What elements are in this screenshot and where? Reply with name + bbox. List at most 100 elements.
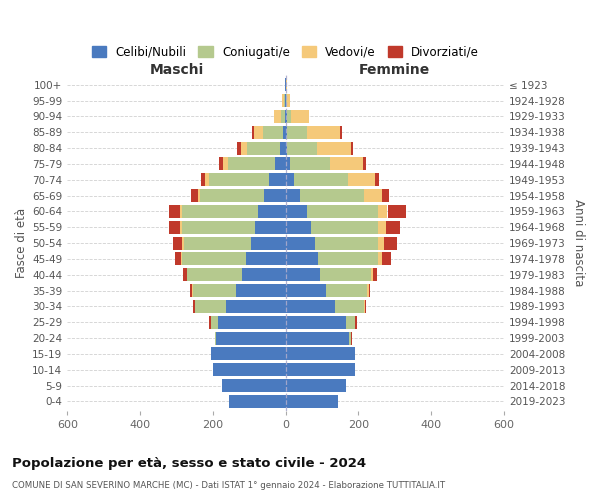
Bar (287, 126, 307, 139)
Bar (286, 158, 290, 170)
Bar (205, 174, 209, 186)
Bar (348, 174, 376, 186)
Y-axis label: Anni di nascita: Anni di nascita (572, 200, 585, 287)
Legend: Celibi/Nubili, Coniugati/e, Vedovi/e, Divorziati/e: Celibi/Nubili, Coniugati/e, Vedovi/e, Di… (87, 41, 484, 64)
Bar (245, 252, 286, 266)
Bar (284, 94, 285, 107)
Bar (264, 189, 286, 202)
Bar (286, 78, 287, 92)
Bar (182, 221, 254, 234)
Bar (254, 126, 263, 139)
Bar (286, 252, 319, 266)
Bar (223, 158, 228, 170)
Bar (237, 142, 241, 154)
Bar (330, 158, 363, 170)
Bar (180, 221, 182, 234)
Bar (226, 300, 286, 313)
Bar (286, 395, 338, 408)
Text: Femmine: Femmine (359, 63, 430, 77)
Bar (311, 221, 379, 234)
Bar (182, 236, 184, 250)
Bar (386, 221, 400, 234)
Bar (286, 221, 311, 234)
Bar (349, 332, 351, 344)
Bar (376, 174, 379, 186)
Bar (286, 110, 287, 123)
Bar (286, 379, 346, 392)
Bar (251, 236, 286, 250)
Bar (286, 300, 335, 313)
Bar (219, 158, 223, 170)
Bar (194, 300, 226, 313)
Bar (307, 126, 340, 139)
Bar (379, 252, 382, 266)
Bar (169, 205, 180, 218)
Bar (300, 189, 364, 202)
Bar (193, 284, 236, 297)
Bar (169, 221, 180, 234)
Bar (351, 142, 353, 154)
Bar (184, 236, 251, 250)
Bar (290, 158, 330, 170)
Bar (379, 205, 388, 218)
Bar (211, 316, 218, 329)
Bar (187, 268, 242, 281)
Bar (382, 252, 391, 266)
Bar (286, 189, 300, 202)
Bar (293, 174, 348, 186)
Bar (191, 189, 198, 202)
Text: Popolazione per età, sesso e stato civile - 2024: Popolazione per età, sesso e stato civil… (12, 458, 366, 470)
Bar (201, 174, 205, 186)
Bar (286, 348, 355, 360)
Bar (242, 268, 286, 281)
Bar (200, 189, 264, 202)
Bar (263, 126, 283, 139)
Bar (259, 205, 286, 218)
Bar (326, 284, 367, 297)
Bar (241, 142, 247, 154)
Bar (355, 316, 357, 329)
Bar (182, 252, 245, 266)
Bar (286, 236, 315, 250)
Bar (190, 284, 192, 297)
Bar (173, 236, 182, 250)
Bar (217, 332, 286, 344)
Bar (269, 174, 286, 186)
Bar (274, 110, 281, 123)
Bar (213, 364, 286, 376)
Bar (211, 348, 286, 360)
Bar (346, 316, 355, 329)
Bar (317, 142, 351, 154)
Bar (335, 300, 364, 313)
Bar (379, 221, 386, 234)
Bar (382, 189, 389, 202)
Bar (315, 236, 379, 250)
Bar (320, 268, 371, 281)
Bar (291, 110, 309, 123)
Bar (307, 205, 379, 218)
Bar (286, 316, 346, 329)
Y-axis label: Fasce di età: Fasce di età (15, 208, 28, 278)
Bar (368, 284, 370, 297)
Bar (252, 126, 254, 139)
Bar (209, 316, 211, 329)
Bar (180, 205, 182, 218)
Bar (319, 252, 379, 266)
Bar (286, 364, 355, 376)
Text: Maschi: Maschi (149, 63, 203, 77)
Bar (371, 268, 373, 281)
Bar (175, 252, 181, 266)
Bar (229, 395, 286, 408)
Bar (287, 94, 290, 107)
Bar (286, 174, 293, 186)
Bar (209, 174, 269, 186)
Text: COMUNE DI SAN SEVERINO MARCHE (MC) - Dati ISTAT 1° gennaio 2024 - Elaborazione T: COMUNE DI SAN SEVERINO MARCHE (MC) - Dat… (12, 481, 445, 490)
Bar (286, 126, 287, 139)
Bar (340, 126, 342, 139)
Bar (286, 142, 287, 154)
Bar (373, 268, 377, 281)
Bar (365, 300, 367, 313)
Bar (287, 142, 317, 154)
Bar (285, 94, 286, 107)
Bar (236, 284, 286, 297)
